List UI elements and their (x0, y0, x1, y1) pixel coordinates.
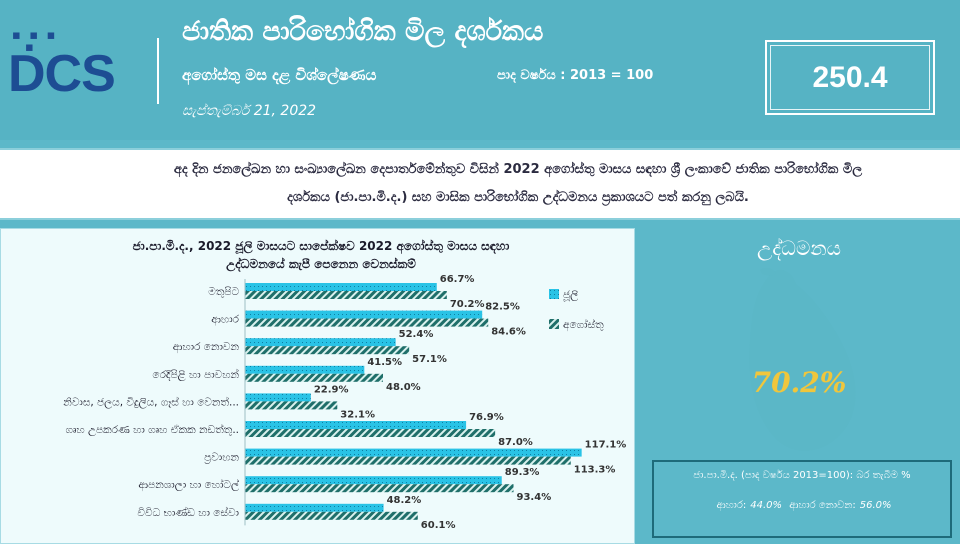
bar-value-label: 32.1% (340, 409, 375, 420)
legend-swatch (549, 319, 559, 329)
bar-august (245, 318, 489, 327)
map-inflation-value: 70.2% (751, 366, 847, 399)
category-label: ගෘහ උපකරණ හා ගෘහ ඒකක නඩත්තු.. (65, 422, 239, 437)
bar-value-label: 48.2% (387, 495, 422, 506)
legend-label: අගෝස්තු (563, 317, 604, 332)
chart-title-line-2: උද්ධමනයේ කැපී පෙනෙන වෙනස්කම් (226, 257, 416, 271)
page-title: ජාතික පාරිභෝගික මිල දර්ශකය (182, 16, 544, 47)
logo-text: DCS (8, 45, 116, 103)
base-year: පාද වර්ෂය : 2013 = 100 (497, 68, 654, 83)
inflation-map-panel: උද්ධමනය 70.2% ජා.පා.මි.ද. (පාද වර්ෂය 201… (638, 228, 960, 544)
sri-lanka-map-icon (749, 267, 856, 452)
category-label: ආහාර නොවන (173, 341, 240, 354)
legend-label: ජූලි (562, 289, 579, 302)
header-banner: ▪ ▪ ▪ ▪ DCS ජාතික පාරිභෝගික මිල දර්ශකය අ… (0, 0, 960, 140)
bar-august (245, 291, 447, 299)
weight-info-box: ජා.පා.මි.ද. (පාද වර්ෂය 2013=100): බර තැබ… (652, 460, 952, 538)
announcement-panel: අද දින ජනලේඛන හා සංඛ්‍යාලේඛන දෙපාර්තමේන්… (0, 148, 960, 220)
index-value: 250.4 (812, 60, 888, 94)
announcement-text: අද දින ජනලේඛන හා සංඛ්‍යාලේඛන දෙපාර්තමේන්… (88, 156, 948, 212)
map-title: උද්ධමනය (757, 236, 841, 260)
bar-value-label: 76.9% (469, 412, 504, 423)
bar-value-label: 82.5% (485, 302, 520, 313)
bar-july (245, 448, 582, 457)
peninsula-shape (760, 267, 776, 276)
weight-info-values: ආහාර: 44.0% ආහාර නොවන: 56.0% (654, 500, 950, 511)
bar-august (245, 484, 514, 493)
bar-july (245, 338, 396, 347)
bar-value-label: 113.3% (574, 465, 616, 476)
bar-value-label: 117.1% (585, 440, 627, 451)
nonfood-weight-label: ආහාර නොවන: (789, 500, 856, 511)
category-label: විවිධ භාණ්ඩ හා සේවා (137, 505, 239, 519)
food-weight-label: ආහාර: (716, 500, 747, 511)
category-label: මතුපිට (208, 286, 239, 298)
chart-panel: ජා.පා.මි.ද., 2022 ජූලි මාසයට සාපේක්ෂව 20… (0, 228, 635, 544)
bar-value-label: 52.4% (399, 329, 434, 340)
index-value-box: 250.4 (765, 40, 935, 115)
category-label: ප්‍රවාහන (204, 452, 239, 464)
bar-value-label: 93.4% (517, 492, 552, 503)
bar-july (245, 421, 467, 429)
chart-title-line-1: ජා.පා.මි.ද., 2022 ජූලි මාසයට සාපේක්ෂව 20… (132, 239, 510, 253)
bar-august (245, 511, 418, 520)
bar-value-label: 57.1% (412, 354, 447, 365)
weight-info-title: ජා.පා.මි.ද. (පාද වර්ෂය 2013=100): බර තැබ… (693, 470, 911, 481)
page-subtitle: අගෝස්තු මස දළ විශ්ලේෂණය (182, 66, 377, 84)
bar-july (245, 365, 365, 374)
bar-july (245, 310, 483, 319)
bar-august (245, 346, 410, 355)
nonfood-weight-value: 56.0% (859, 500, 892, 511)
food-weight-value: 44.0% (750, 500, 783, 511)
bar-july (245, 393, 311, 402)
bar-july (245, 503, 384, 512)
header-divider (157, 38, 159, 104)
bar-value-label: 89.3% (505, 467, 540, 478)
bar-value-label: 48.0% (386, 382, 421, 393)
bar-value-label: 87.0% (498, 437, 533, 448)
bar-august (245, 456, 571, 465)
bar-chart: මතුපිට 66.7% 70.2% ආහාර 82.5% 84.6% ආහාර නොවන 5… (63, 274, 627, 531)
bar-july (245, 476, 502, 485)
announcement-line-1: අද දින ජනලේඛන හා සංඛ්‍යාලේඛන දෙපාර්තමේන්… (173, 162, 863, 177)
release-date: සැප්තැම්බර් 21, 2022 (182, 103, 317, 119)
bar-value-label: 60.1% (421, 520, 456, 531)
category-label: ආහාර (211, 314, 239, 327)
dcs-logo: ▪ ▪ ▪ ▪ DCS (8, 28, 138, 103)
chart-title: ජා.පා.මි.ද., 2022 ජූලි මාසයට සාපේක්ෂව 20… (81, 237, 561, 273)
bar-august (245, 401, 338, 410)
bar-value-label: 84.6% (491, 327, 526, 338)
bar-august (245, 429, 496, 437)
island-shape (749, 269, 856, 452)
category-label: රෙදිපිළි හා පාවහන් (152, 367, 239, 382)
logo-dots-icon: ▪ ▪ ▪ ▪ (12, 28, 58, 55)
bar-value-label: 70.2% (450, 299, 485, 310)
category-label: ආපනශාලා හා හෝටල් (138, 477, 240, 492)
announcement-line-2: දර්ශකය (ජා.පා.මි.ද.) සහ මාසික පාරිභෝගික … (287, 190, 749, 205)
legend-swatch (549, 289, 559, 299)
index-value-inner: 250.4 (770, 45, 930, 110)
bar-august (245, 373, 383, 382)
bar-july (245, 283, 437, 291)
bar-value-label: 22.9% (314, 384, 349, 395)
bar-value-label: 66.7% (440, 274, 475, 285)
category-label: නිවාස, ජලය, විදුලිය, ගෑස් හා වෙනත්... (63, 394, 239, 409)
bar-value-label: 41.5% (367, 357, 402, 368)
